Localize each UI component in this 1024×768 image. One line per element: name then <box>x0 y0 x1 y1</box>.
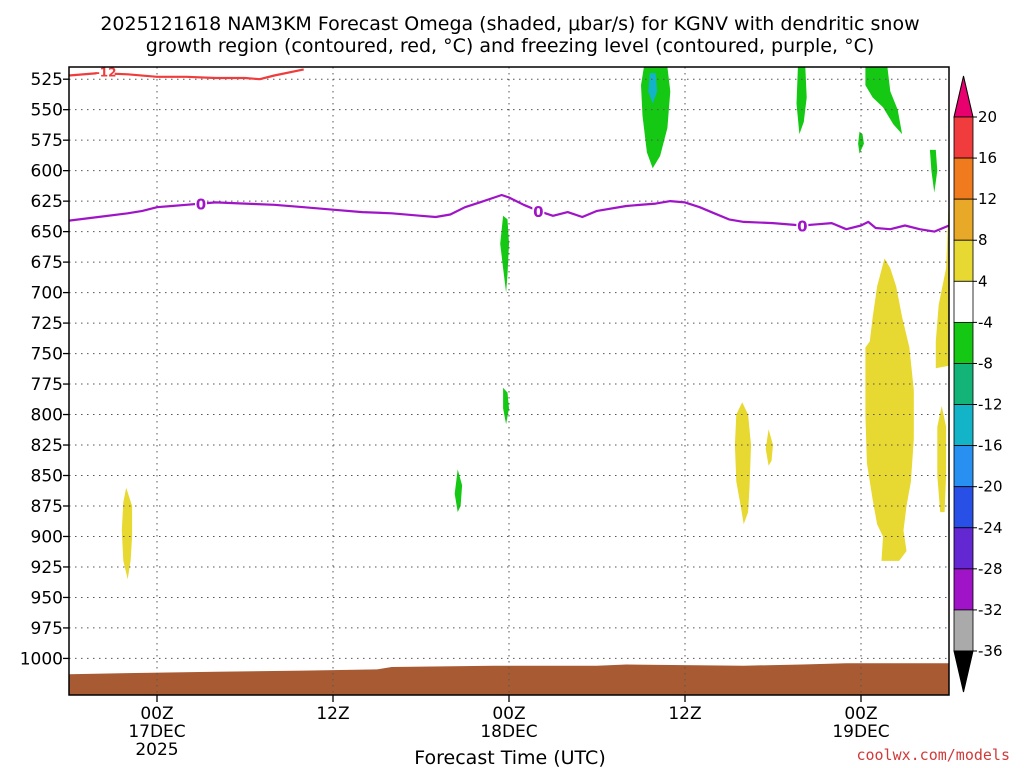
omega-region-14 <box>121 487 133 580</box>
omega-region-0 <box>641 67 671 169</box>
chart-title-line1: 2025121618 NAM3KM Forecast Omega (shaded… <box>100 13 919 35</box>
y-tick-label-525: 525 <box>31 70 63 90</box>
y-tick-label-725: 725 <box>31 314 63 334</box>
y-tick-label-1000: 1000 <box>20 649 63 669</box>
colorbar-label: -24 <box>978 519 1003 537</box>
y-tick-label-650: 650 <box>31 223 63 243</box>
colorbar-bin <box>953 486 974 529</box>
colorbar-bin <box>953 609 974 652</box>
x-tick-label: 00Z <box>492 704 525 724</box>
colorbar-label: -36 <box>978 642 1003 660</box>
omega-region-2 <box>796 67 807 135</box>
colorbar-bin <box>953 568 974 611</box>
omega-region-7 <box>503 387 509 425</box>
omega-region-3 <box>858 131 864 154</box>
colorbar-bottom-triangle <box>953 650 974 693</box>
y-tick-label-675: 675 <box>31 253 63 273</box>
freezing-level-label: 0 <box>797 218 807 236</box>
colorbar-label: -28 <box>978 560 1003 578</box>
y-tick-label-800: 800 <box>31 406 63 426</box>
contours: 0 0 0 -12 <box>69 65 949 236</box>
colorbar-bin <box>953 116 974 159</box>
omega-region-5 <box>929 149 938 193</box>
colorbar-label: 16 <box>978 149 997 167</box>
freezing-label-bg-2 <box>796 217 809 234</box>
omega-region-6 <box>500 215 509 293</box>
freezing-label-bg-0 <box>195 195 207 212</box>
colorbar-bin <box>953 445 974 488</box>
y-tick-label-850: 850 <box>31 467 63 487</box>
colorbar-label: 4 <box>978 272 988 290</box>
colorbar-label: -12 <box>978 396 1003 414</box>
x-tick-date: 17DEC <box>128 722 185 742</box>
y-tick-label-775: 775 <box>31 375 63 395</box>
omega-region-12 <box>734 402 751 525</box>
omega-region-1 <box>648 73 658 104</box>
x-tick-year: 2025 <box>135 740 178 760</box>
y-tick-label-875: 875 <box>31 497 63 517</box>
y-tick-label-625: 625 <box>31 192 63 212</box>
y-tick-label-550: 550 <box>31 101 63 121</box>
y-tick-label-950: 950 <box>31 588 63 608</box>
y-tick-label-700: 700 <box>31 284 63 304</box>
freezing-level-label: 0 <box>533 203 543 221</box>
omega-shading <box>121 67 949 580</box>
chart-title-line2: growth region (contoured, red, °C) and f… <box>146 35 875 57</box>
omega-region-9 <box>935 195 949 369</box>
colorbar-bin <box>953 527 974 570</box>
x-tick-label: 00Z <box>844 704 877 724</box>
omega-region-13 <box>765 429 773 466</box>
colorbar-label: -4 <box>978 313 993 331</box>
y-tick-label-750: 750 <box>31 345 63 365</box>
credit-link[interactable]: coolwx.com/models <box>856 746 1010 764</box>
colorbar-bin <box>953 239 974 282</box>
plot-background <box>69 67 949 695</box>
colorbar-bin <box>953 280 974 323</box>
colorbar-label: 12 <box>978 190 997 208</box>
colorbar-bin <box>953 198 974 241</box>
y-axis: 525 550 575 600 625 650 675 700 725 750 775 800 825 8… <box>20 70 69 669</box>
colorbar-label: -20 <box>978 478 1003 496</box>
colorbar-bin <box>953 321 974 364</box>
grid-lines <box>69 67 949 695</box>
x-tick-label: 00Z <box>140 704 173 724</box>
colorbar-label: -16 <box>978 437 1003 455</box>
colorbar-label: 8 <box>978 231 988 249</box>
x-tick-date: 18DEC <box>480 722 537 742</box>
colorbar-top-triangle <box>953 75 974 118</box>
omega-region-10 <box>865 258 914 561</box>
colorbar-label: 20 <box>978 108 997 126</box>
freezing-level-label: 0 <box>196 196 206 214</box>
y-tick-label-575: 575 <box>31 131 63 151</box>
y-tick-label-900: 900 <box>31 527 63 547</box>
omega-region-4 <box>865 67 903 135</box>
colorbar-label: -8 <box>978 354 993 372</box>
colorbar-bin <box>953 404 974 447</box>
x-tick-label: 12Z <box>316 704 349 724</box>
x-axis-label: Forecast Time (UTC) <box>414 747 605 768</box>
freezing-label-bg-1 <box>532 202 545 219</box>
y-tick-label-925: 925 <box>31 558 63 578</box>
y-tick-label-600: 600 <box>31 162 63 182</box>
freezing-level-line <box>69 193 949 233</box>
omega-region-11 <box>937 406 947 513</box>
dgz-label-bg <box>96 67 115 79</box>
dgz-contour-label: -12 <box>95 65 117 79</box>
omega-region-8 <box>454 469 463 513</box>
y-tick-label-975: 975 <box>31 619 63 639</box>
colorbar: 20 16 12 8 4 -4 -8 -12 -16 -20 -24 -28 -32 -36 <box>953 75 1003 693</box>
colorbar-label: -32 <box>978 601 1003 619</box>
colorbar-bin <box>953 363 974 405</box>
x-tick-date: 19DEC <box>832 722 889 742</box>
colorbar-bin <box>953 157 974 200</box>
y-tick-label-825: 825 <box>31 436 63 456</box>
plot-area: 0 0 0 -12 <box>68 65 950 696</box>
x-tick-label: 12Z <box>668 704 701 724</box>
